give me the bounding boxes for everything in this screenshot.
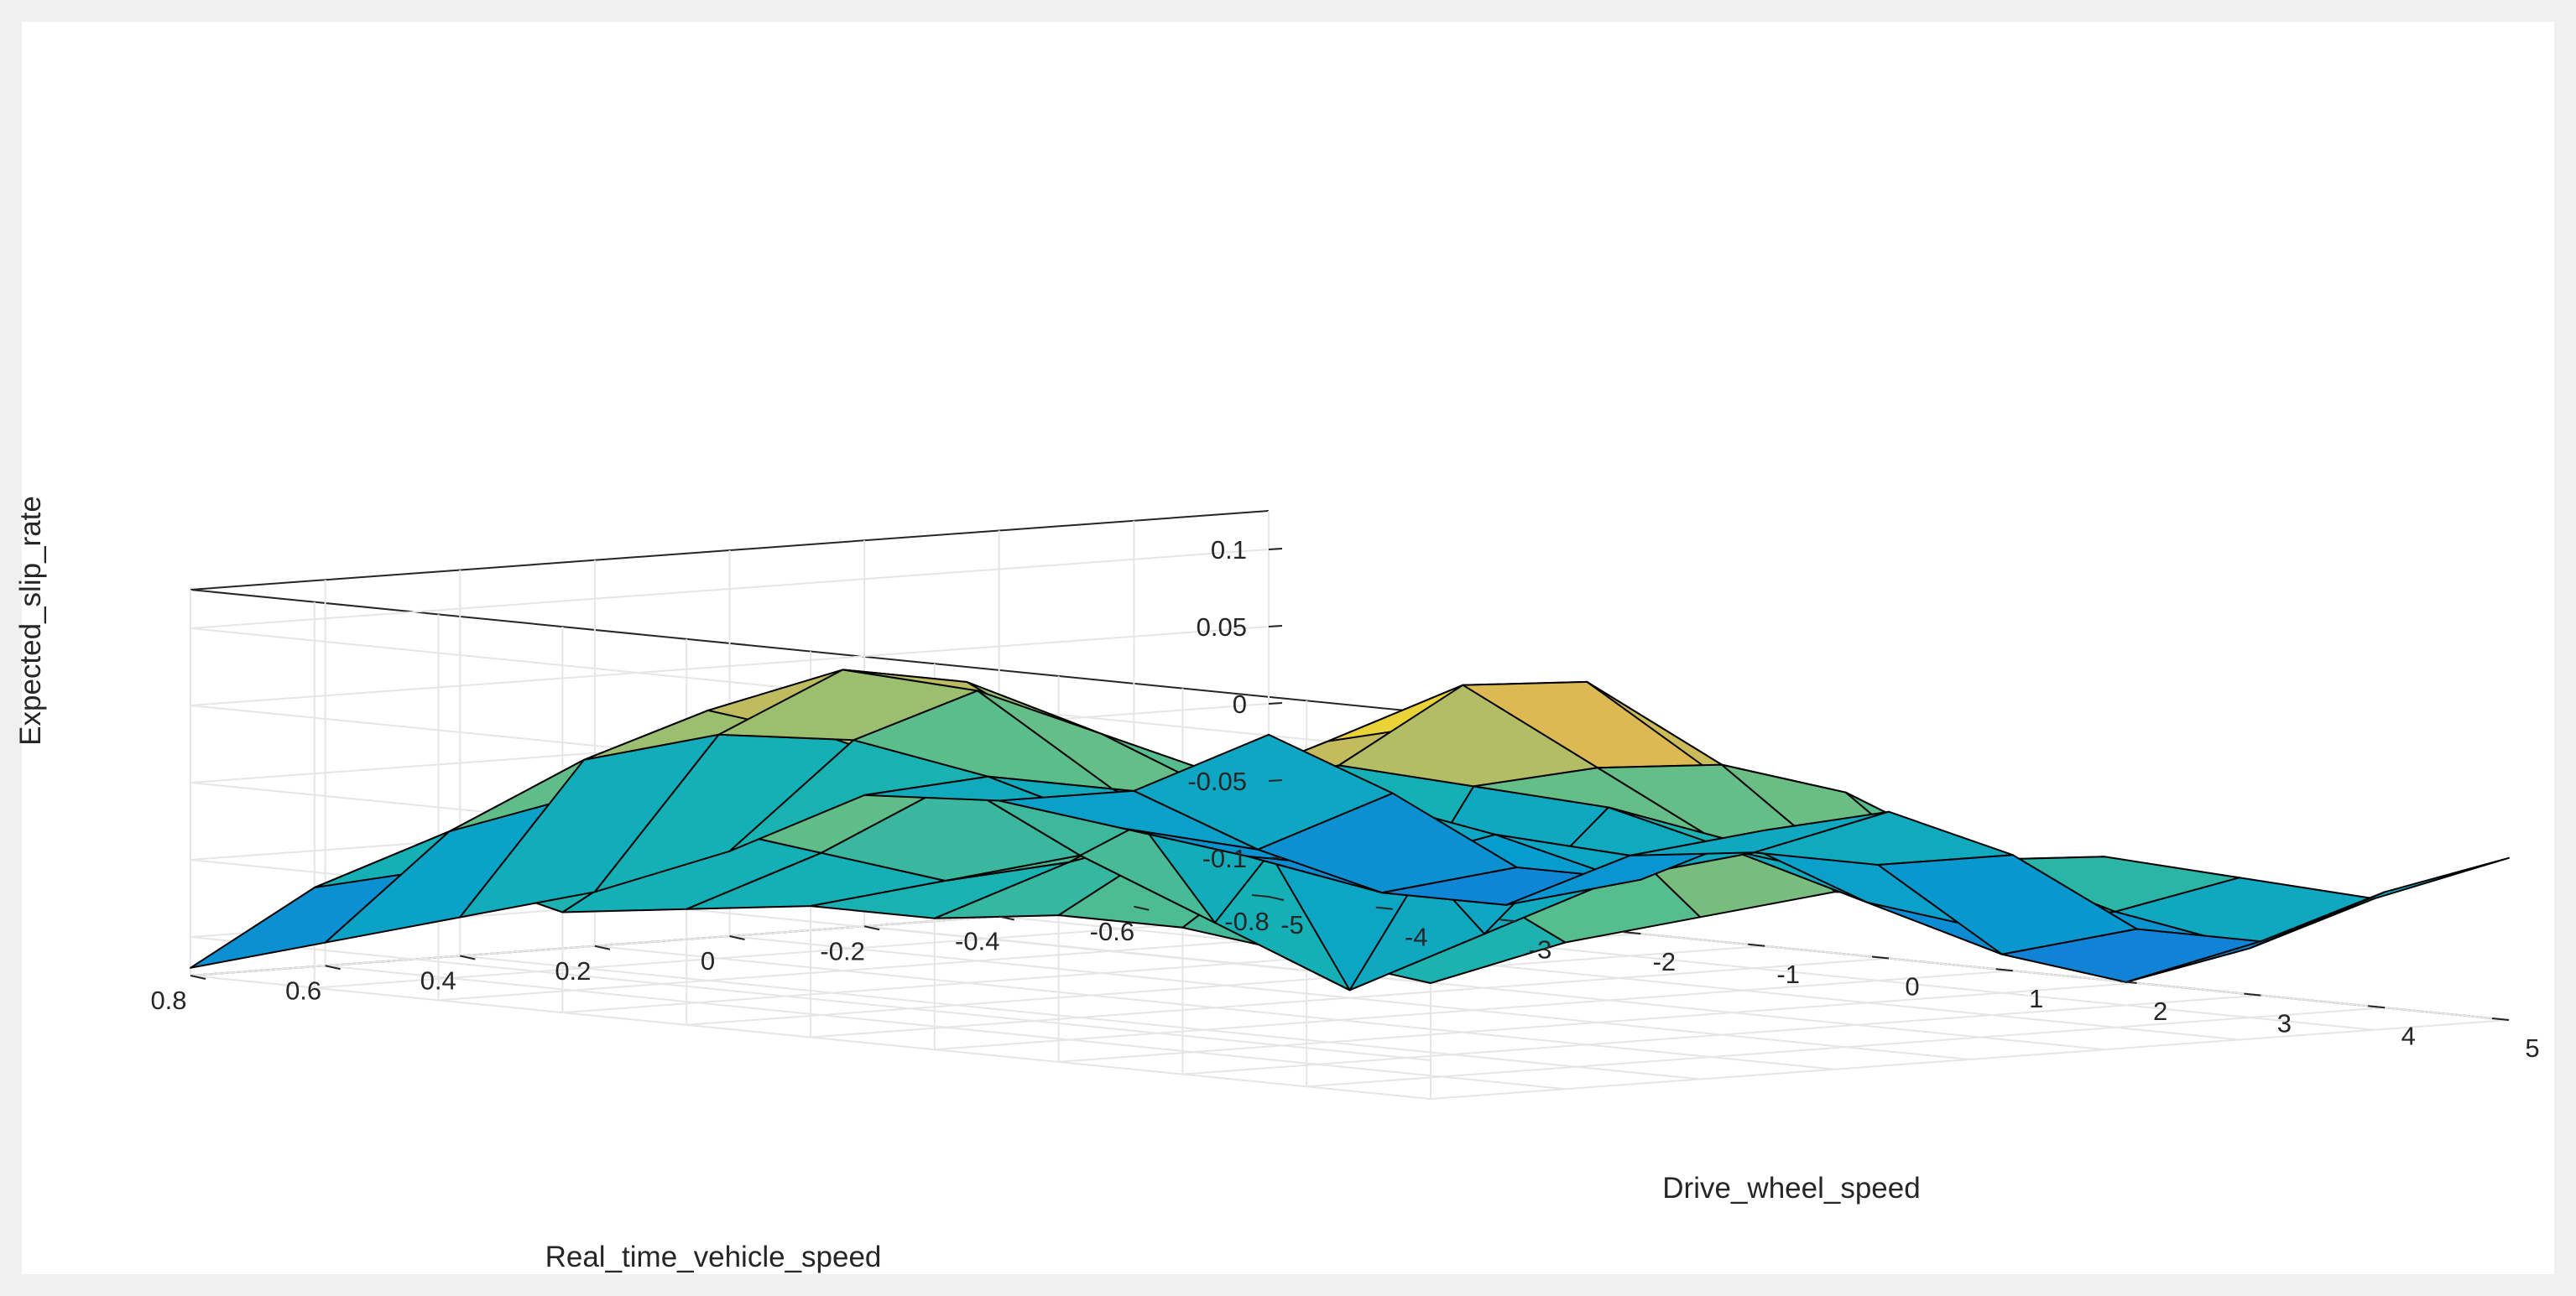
y-tick: [190, 975, 206, 980]
x-axis-label: Drive_wheel_speed: [1662, 1172, 1920, 1205]
y-tick: [1134, 905, 1150, 911]
y-tick-label: -0.2: [820, 936, 864, 965]
tick-labels: -0.1 -0.05 0 0.05 0.1 -5 -4 -3 -2 -1 0 1 2 3 4 5 -0.8 -0.…: [150, 535, 2539, 1063]
back-wall-grid-z: [190, 936, 1431, 1061]
surface-patch: [2249, 856, 2510, 950]
x-tick-label: -3: [1529, 934, 1552, 964]
x-tick: [1251, 894, 1270, 898]
floor-grid-y: [729, 935, 1970, 1060]
x-tick-label: -2: [1653, 947, 1676, 976]
y-tick: [325, 965, 341, 971]
y-axis-label: Real_time_vehicle_speed: [545, 1241, 882, 1273]
side-wall-grid-z: [190, 549, 1270, 629]
z-axis-label: Expected_slip_rate: [14, 496, 47, 746]
floor-grid-y: [594, 945, 1835, 1070]
figure-background: [22, 22, 2554, 1274]
z-tick: [1268, 625, 1283, 627]
z-tick-label: -0.1: [1202, 844, 1247, 873]
y-tick-label: -0.6: [1090, 917, 1134, 946]
y-tick: [729, 935, 745, 940]
x-tick-label: -4: [1405, 923, 1428, 952]
y-tick: [594, 945, 611, 950]
floor-grid-y: [999, 915, 2240, 1041]
x-tick-label: 0: [1905, 972, 1919, 1002]
surface-patches: [190, 669, 2510, 992]
floor-grid-y: [460, 955, 1701, 1080]
tick-marks: [190, 548, 2510, 1021]
y-tick: [1268, 896, 1285, 901]
y-tick-label: 0.4: [420, 966, 456, 996]
x-tick: [1995, 968, 2013, 972]
x-tick-label: 5: [2525, 1033, 2539, 1063]
y-tick-label: 0.8: [150, 986, 186, 1015]
z-tick: [1268, 856, 1283, 859]
z-tick: [1268, 779, 1283, 782]
floor-grid-y: [325, 965, 1566, 1090]
x-tick-label: 1: [2029, 984, 2043, 1013]
z-tick: [1268, 702, 1283, 705]
y-tick-label: -0.8: [1224, 907, 1269, 936]
x-tick: [1748, 943, 1765, 947]
x-tick: [2368, 1005, 2386, 1009]
x-tick-label: -5: [1280, 910, 1304, 939]
y-tick-label: 0.2: [555, 956, 591, 986]
x-tick: [2244, 992, 2261, 997]
x-tick-label: 3: [2277, 1009, 2292, 1038]
z-tick-label: 0: [1233, 690, 1247, 719]
side-wall-grid-z: [190, 626, 1270, 706]
x-tick-label: 4: [2401, 1021, 2416, 1050]
z-tick-label: 0.1: [1211, 535, 1247, 565]
y-tick-label: -0.4: [955, 927, 999, 956]
y-tick: [460, 955, 476, 960]
x-tick: [1375, 906, 1393, 910]
z-tick-label: -0.05: [1187, 767, 1247, 796]
x-tick-label: -1: [1776, 960, 1800, 989]
y-tick-label: 0.6: [285, 976, 321, 1005]
x-tick-label: 2: [2153, 997, 2167, 1026]
x-tick: [2120, 980, 2137, 984]
x-tick: [1871, 955, 1890, 960]
x-tick: [2491, 1018, 2510, 1021]
y-tick: [999, 915, 1014, 921]
x-tick: [1499, 919, 1517, 923]
y-tick-label: 0: [701, 946, 715, 976]
x-tick: [1624, 931, 1641, 935]
y-tick: [863, 925, 880, 931]
z-tick-label: 0.05: [1197, 612, 1247, 642]
